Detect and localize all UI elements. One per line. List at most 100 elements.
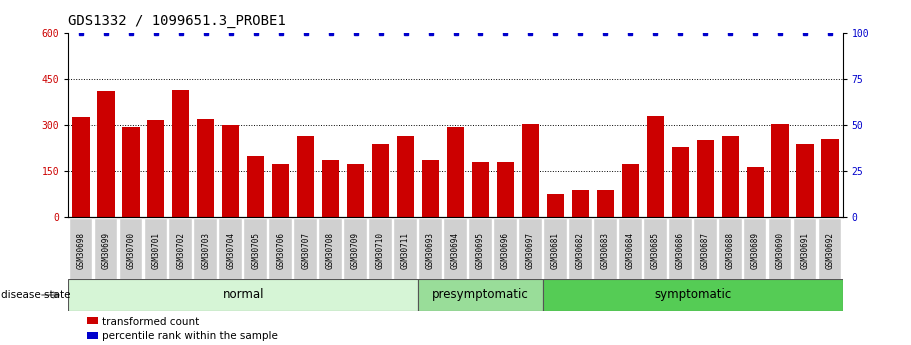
FancyBboxPatch shape: [445, 219, 466, 283]
FancyBboxPatch shape: [294, 219, 317, 283]
Text: transformed count: transformed count: [102, 317, 200, 327]
Bar: [671, 147, 689, 217]
FancyBboxPatch shape: [244, 219, 267, 283]
FancyBboxPatch shape: [68, 279, 418, 311]
Text: GSM30699: GSM30699: [101, 233, 110, 269]
Text: GSM30696: GSM30696: [501, 233, 510, 269]
Text: GSM30698: GSM30698: [77, 233, 86, 269]
Text: GSM30694: GSM30694: [451, 233, 460, 269]
Bar: [697, 140, 714, 217]
FancyBboxPatch shape: [69, 219, 92, 283]
FancyBboxPatch shape: [769, 219, 792, 283]
Text: GSM30685: GSM30685: [650, 233, 660, 269]
Text: symptomatic: symptomatic: [654, 288, 732, 302]
Text: normal: normal: [222, 288, 264, 302]
FancyBboxPatch shape: [794, 219, 816, 283]
Text: GSM30690: GSM30690: [776, 233, 784, 269]
Text: GSM30703: GSM30703: [201, 233, 210, 269]
Text: GSM30684: GSM30684: [626, 233, 635, 269]
Bar: [796, 144, 814, 217]
Bar: [446, 127, 465, 217]
FancyBboxPatch shape: [544, 219, 567, 283]
Bar: [247, 156, 264, 217]
Text: GSM30706: GSM30706: [276, 233, 285, 269]
FancyBboxPatch shape: [694, 219, 717, 283]
Text: GSM30688: GSM30688: [726, 233, 735, 269]
Bar: [147, 120, 165, 217]
FancyBboxPatch shape: [145, 219, 167, 283]
Bar: [647, 116, 664, 217]
FancyBboxPatch shape: [594, 219, 617, 283]
Text: percentile rank within the sample: percentile rank within the sample: [102, 331, 279, 341]
FancyBboxPatch shape: [569, 219, 591, 283]
Text: GSM30683: GSM30683: [601, 233, 609, 269]
FancyBboxPatch shape: [220, 219, 242, 283]
Text: GSM30686: GSM30686: [676, 233, 685, 269]
Bar: [322, 160, 339, 217]
Text: presymptomatic: presymptomatic: [432, 288, 529, 302]
Bar: [496, 162, 514, 217]
Bar: [97, 91, 115, 217]
Bar: [87, 332, 98, 339]
Text: GSM30704: GSM30704: [226, 233, 235, 269]
Bar: [597, 190, 614, 217]
Text: GSM30695: GSM30695: [476, 233, 485, 269]
Text: GSM30687: GSM30687: [701, 233, 710, 269]
Text: GSM30708: GSM30708: [326, 233, 335, 269]
Bar: [222, 125, 240, 217]
Text: GSM30710: GSM30710: [376, 233, 385, 269]
Bar: [347, 164, 364, 217]
Bar: [422, 160, 439, 217]
Bar: [87, 317, 98, 324]
Bar: [722, 136, 739, 217]
FancyBboxPatch shape: [644, 219, 667, 283]
Bar: [372, 144, 389, 217]
Bar: [522, 124, 539, 217]
Bar: [271, 164, 290, 217]
Bar: [472, 162, 489, 217]
Bar: [297, 136, 314, 217]
Bar: [572, 190, 589, 217]
Text: GSM30707: GSM30707: [302, 233, 310, 269]
Text: GSM30692: GSM30692: [825, 233, 834, 269]
FancyBboxPatch shape: [719, 219, 742, 283]
Text: GSM30693: GSM30693: [426, 233, 435, 269]
Bar: [397, 136, 415, 217]
FancyBboxPatch shape: [194, 219, 217, 283]
Bar: [746, 167, 764, 217]
Text: GDS1332 / 1099651.3_PROBE1: GDS1332 / 1099651.3_PROBE1: [68, 14, 286, 28]
FancyBboxPatch shape: [320, 219, 342, 283]
FancyBboxPatch shape: [418, 279, 543, 311]
FancyBboxPatch shape: [169, 219, 192, 283]
FancyBboxPatch shape: [419, 219, 442, 283]
Text: GSM30697: GSM30697: [526, 233, 535, 269]
Text: GSM30709: GSM30709: [351, 233, 360, 269]
Bar: [621, 164, 640, 217]
Text: GSM30682: GSM30682: [576, 233, 585, 269]
FancyBboxPatch shape: [519, 219, 542, 283]
FancyBboxPatch shape: [469, 219, 492, 283]
FancyBboxPatch shape: [543, 279, 843, 311]
Bar: [772, 124, 789, 217]
Text: GSM30689: GSM30689: [751, 233, 760, 269]
Bar: [72, 117, 89, 217]
Bar: [822, 139, 839, 217]
Text: GSM30705: GSM30705: [251, 233, 261, 269]
Bar: [547, 194, 564, 217]
Text: GSM30681: GSM30681: [551, 233, 560, 269]
Bar: [172, 90, 189, 217]
Text: GSM30691: GSM30691: [801, 233, 810, 269]
Bar: [122, 127, 139, 217]
FancyBboxPatch shape: [669, 219, 691, 283]
FancyBboxPatch shape: [369, 219, 392, 283]
FancyBboxPatch shape: [495, 219, 517, 283]
Text: GSM30701: GSM30701: [151, 233, 160, 269]
FancyBboxPatch shape: [619, 219, 641, 283]
Text: disease state: disease state: [1, 290, 70, 300]
FancyBboxPatch shape: [95, 219, 117, 283]
Bar: [197, 119, 214, 217]
Text: GSM30700: GSM30700: [127, 233, 135, 269]
FancyBboxPatch shape: [819, 219, 842, 283]
Text: GSM30711: GSM30711: [401, 233, 410, 269]
FancyBboxPatch shape: [119, 219, 142, 283]
